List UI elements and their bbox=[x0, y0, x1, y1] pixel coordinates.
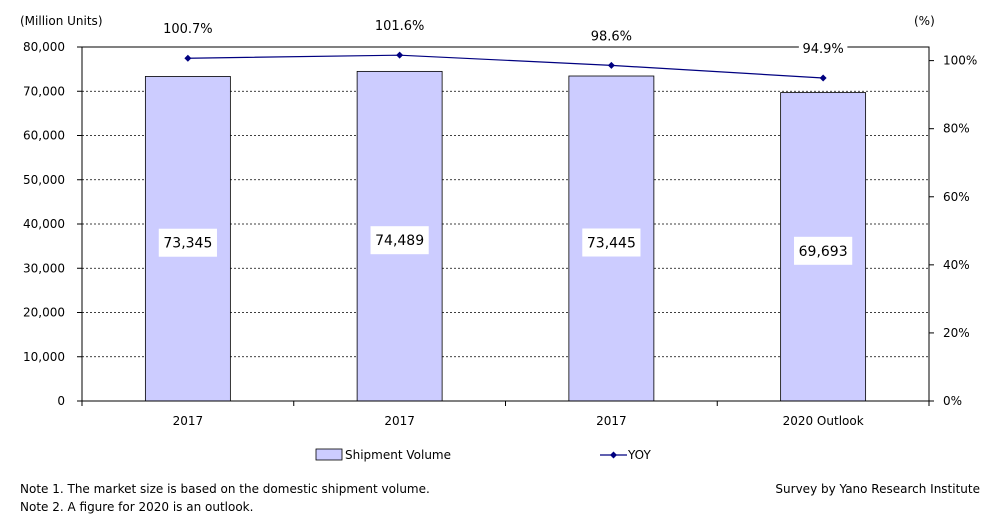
legend-label-yoy: YOY bbox=[627, 448, 651, 462]
right-axis-unit: (%) bbox=[914, 14, 935, 28]
bar-value-bg-3 bbox=[794, 236, 853, 265]
yoy-label-0: 100.7% bbox=[163, 22, 213, 37]
x-tick-label-0: 2017 bbox=[173, 414, 204, 428]
legend: Shipment Volume YOY bbox=[315, 448, 651, 462]
x-tick-label-2: 2017 bbox=[596, 414, 627, 428]
bar-value-label-3: 69,693 bbox=[799, 244, 848, 260]
yoy-label-bg-2 bbox=[587, 25, 636, 46]
left-axis-unit: (Million Units) bbox=[20, 14, 103, 28]
source-credit: Survey by Yano Research Institute bbox=[775, 482, 980, 496]
bar-value-bg-1 bbox=[370, 226, 429, 255]
yoy-label-1: 101.6% bbox=[375, 19, 425, 34]
legend-marker-yoy bbox=[610, 451, 617, 459]
x-tick-label-1: 2017 bbox=[384, 414, 415, 428]
bar-value-label-2: 73,445 bbox=[587, 236, 636, 252]
right-tick-label-4: 80% bbox=[943, 122, 970, 136]
yoy-label-bg-3 bbox=[798, 37, 848, 58]
right-tick-label-5: 100% bbox=[943, 54, 977, 68]
bars bbox=[144, 70, 867, 402]
left-tick-label-4: 40,000 bbox=[23, 217, 65, 231]
left-tick-label-1: 10,000 bbox=[23, 350, 65, 364]
bar-value-bg-0 bbox=[158, 228, 217, 257]
bar-value-label-1: 74,489 bbox=[375, 233, 424, 249]
legend-swatch-shipment bbox=[315, 448, 343, 461]
note-2: Note 2. A figure for 2020 is an outlook. bbox=[20, 500, 254, 514]
right-tick-label-2: 40% bbox=[943, 258, 970, 272]
yoy-label-bg-1 bbox=[371, 15, 428, 36]
right-tick-label-3: 60% bbox=[943, 190, 970, 204]
data-labels: 73,345 74,489 73,445 69,693 100.7% 101.6% 98.6… bbox=[158, 15, 853, 265]
yoy-label-3: 94.9% bbox=[802, 42, 843, 57]
right-tick-label-0: 0% bbox=[943, 394, 962, 408]
yoy-line bbox=[184, 51, 827, 82]
yoy-point-0 bbox=[184, 54, 192, 62]
x-tick-label-3: 2020 Outlook bbox=[783, 414, 864, 428]
yoy-point-1 bbox=[396, 51, 404, 59]
left-tick-label-6: 60,000 bbox=[23, 129, 65, 143]
left-tick-label-7: 70,000 bbox=[23, 84, 65, 98]
yoy-point-2 bbox=[607, 61, 615, 69]
left-tick-label-2: 20,000 bbox=[23, 306, 65, 320]
note-1: Note 1. The market size is based on the … bbox=[20, 482, 430, 496]
yoy-point-3 bbox=[819, 74, 827, 82]
right-tick-label-1: 20% bbox=[943, 326, 970, 340]
left-tick-label-0: 0 bbox=[57, 394, 65, 408]
yoy-label-2: 98.6% bbox=[591, 29, 632, 44]
yoy-polyline bbox=[187, 54, 824, 79]
left-tick-label-3: 30,000 bbox=[23, 261, 65, 275]
bar-value-bg-2 bbox=[582, 228, 641, 257]
legend-label-shipment: Shipment Volume bbox=[345, 448, 451, 462]
axes: 0 10,000 20,000 30,000 40,000 50,000 60,000 70,… bbox=[23, 40, 977, 428]
left-tick-label-8: 80,000 bbox=[23, 40, 65, 54]
bar-value-label-0: 73,345 bbox=[163, 236, 212, 252]
left-tick-label-5: 50,000 bbox=[23, 173, 65, 187]
yoy-label-bg-0 bbox=[159, 18, 216, 39]
